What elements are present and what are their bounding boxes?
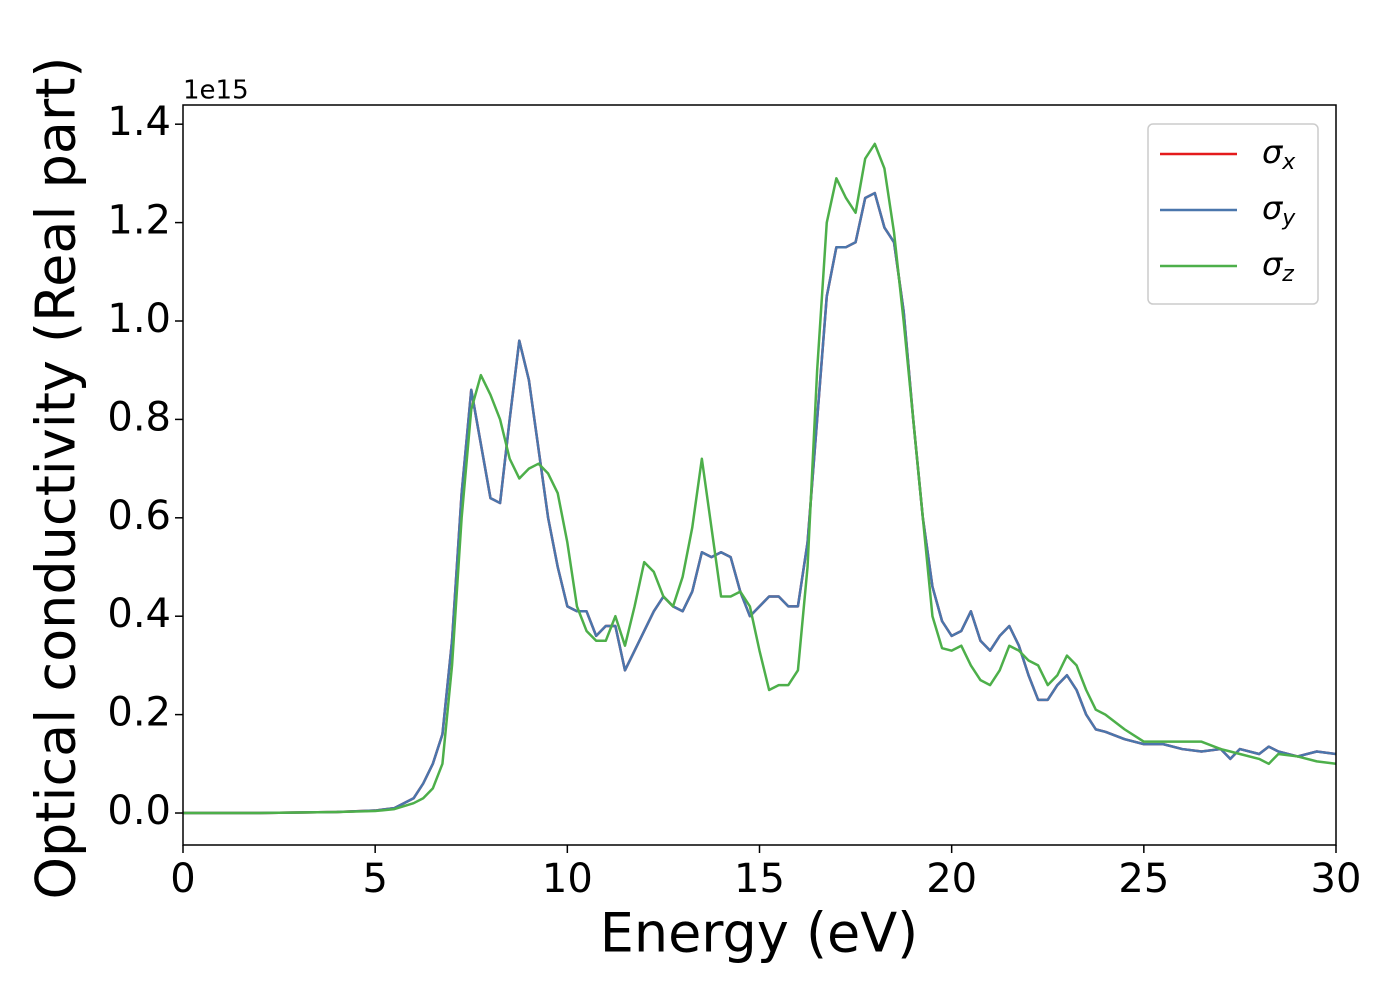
y-tick-label: 0.0 xyxy=(107,788,171,834)
x-tick-label: 0 xyxy=(170,856,195,902)
y-tick-label: 1.0 xyxy=(107,296,171,342)
x-tick-label: 25 xyxy=(1118,856,1169,902)
x-tick-label: 20 xyxy=(926,856,977,902)
legend-label: σz xyxy=(1262,245,1294,287)
x-tick-label: 10 xyxy=(542,856,593,902)
y-tick-label: 0.6 xyxy=(107,493,171,539)
x-tick-label: 30 xyxy=(1311,856,1362,902)
legend-label: σy xyxy=(1262,189,1296,231)
y-tick-label: 0.4 xyxy=(107,591,171,637)
y-tick-label: 1.2 xyxy=(107,198,171,244)
series-line xyxy=(183,191,1336,815)
x-tick-label: 15 xyxy=(734,856,785,902)
y-tick-label: 1.4 xyxy=(107,99,171,145)
plot-frame xyxy=(182,104,1337,846)
y-offset-label: 1e15 xyxy=(183,76,249,106)
legend-label: σx xyxy=(1262,133,1296,175)
series-line xyxy=(183,142,1336,815)
y-tick-label: 0.2 xyxy=(107,690,171,736)
y-axis-label: Optical conductivity (Real part) xyxy=(25,57,88,900)
x-axis-label: Energy (eV) xyxy=(600,902,919,965)
x-tick-label: 5 xyxy=(362,856,387,902)
y-tick-label: 0.8 xyxy=(107,394,171,440)
legend-box xyxy=(1147,123,1319,305)
